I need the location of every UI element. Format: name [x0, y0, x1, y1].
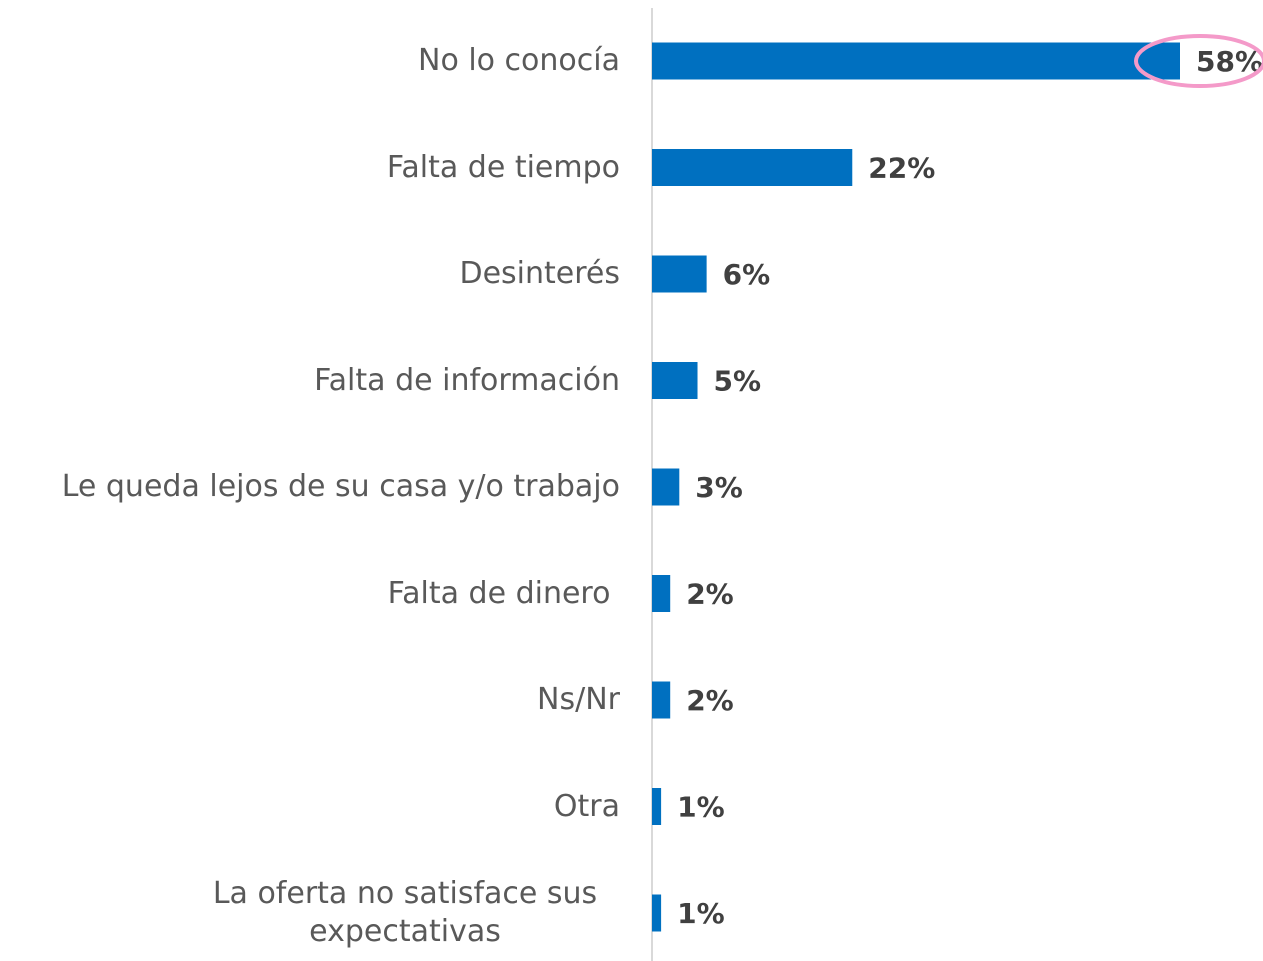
category-label: Falta de información: [314, 362, 620, 398]
value-label: 6%: [723, 258, 771, 291]
category-label: La oferta no satisface sus expectativas: [212, 876, 598, 949]
bar: [652, 468, 680, 506]
category-label: Otra: [553, 788, 620, 824]
category-label: Desinterés: [459, 256, 620, 291]
value-label: 3%: [695, 471, 743, 504]
value-label: 1%: [677, 897, 725, 930]
highlight-circle: [1134, 34, 1263, 88]
category-label: No lo conocía: [418, 43, 620, 78]
category-label: Le queda lejos de su casa y/o trabajo: [61, 469, 620, 504]
category-label: Falta de tiempo: [386, 149, 620, 185]
value-label: 58%: [1196, 45, 1263, 78]
bar: [652, 42, 1180, 80]
bar: [652, 255, 707, 293]
bar: [652, 362, 698, 399]
value-label: 1%: [677, 791, 725, 824]
bar: [652, 788, 662, 825]
bar: [652, 681, 671, 719]
value-label: 5%: [714, 365, 762, 398]
bar: [652, 575, 671, 612]
bar: [652, 894, 662, 932]
bar: [652, 149, 853, 186]
value-label: 2%: [686, 684, 734, 717]
category-label: Ns/Nr: [537, 682, 620, 717]
category-label: Falta de dinero: [387, 575, 620, 611]
value-label: 2%: [686, 578, 734, 611]
value-label: 22%: [868, 152, 935, 185]
